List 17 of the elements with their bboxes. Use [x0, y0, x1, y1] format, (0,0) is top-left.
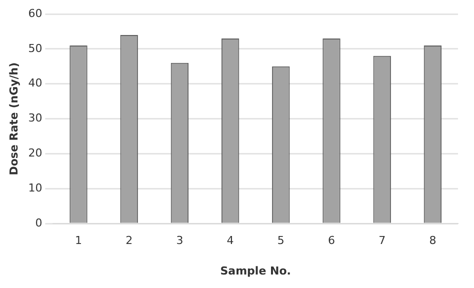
y-tick-label: 50 — [28, 42, 42, 55]
x-tick-label: 5 — [277, 234, 284, 248]
y-tick-label: 60 — [28, 6, 42, 20]
x-tick-label: 4 — [226, 234, 234, 248]
x-tick-label: 7 — [378, 234, 386, 248]
y-tick-label: 10 — [28, 182, 42, 195]
y-tick-label: 30 — [28, 112, 42, 125]
y-tick-label: 40 — [28, 76, 42, 90]
y-tick-label: 20 — [28, 146, 42, 160]
x-tick-label: 2 — [126, 234, 133, 248]
x-tick-label: 1 — [74, 234, 82, 248]
y-axis-title: Dose Rate (nGy/h) — [7, 62, 20, 176]
x-tick-label: 6 — [328, 234, 335, 248]
x-tick-label: 8 — [429, 234, 436, 248]
x-tick-label: 3 — [176, 234, 184, 248]
y-tick-label: 0 — [35, 216, 42, 230]
x-axis-title: Sample No. — [220, 264, 291, 278]
